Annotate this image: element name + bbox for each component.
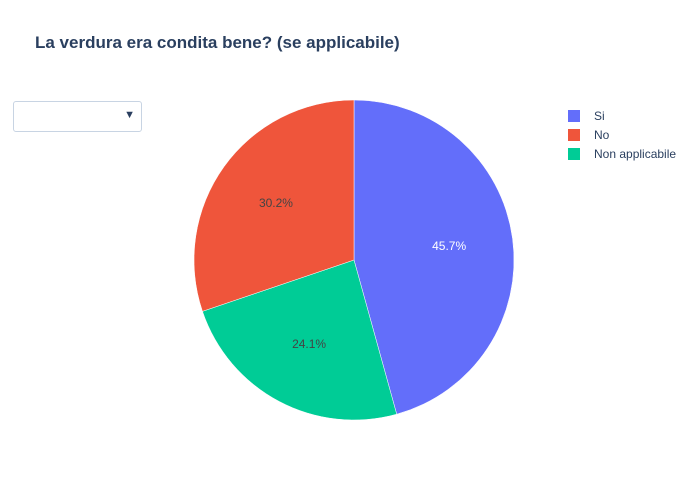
legend-swatch-no xyxy=(568,128,580,141)
filter-dropdown[interactable]: ▼ xyxy=(13,101,142,132)
legend-label-si: Si xyxy=(594,108,605,123)
chevron-down-icon: ▼ xyxy=(124,109,135,121)
legend-item-si[interactable]: Si xyxy=(568,106,676,125)
chart-title: La verdura era condita bene? (se applica… xyxy=(35,33,400,52)
pie-label-si: 45.7% xyxy=(432,239,466,253)
pie-slice-non-applicabile[interactable] xyxy=(202,259,398,421)
legend-item-no[interactable]: No xyxy=(568,125,676,144)
pie-slice-labels: 45.7% 24.1% 30.2% xyxy=(259,196,466,351)
pie-slices xyxy=(193,99,515,421)
legend-label-non-applicabile: Non applicabile xyxy=(594,146,677,161)
legend: Si No Non applicabile xyxy=(568,106,676,163)
pie-label-no: 30.2% xyxy=(259,196,293,210)
legend-item-non-applicabile[interactable]: Non applicabile xyxy=(568,144,676,163)
legend-swatch-non-applicabile xyxy=(568,147,580,160)
pie-slice-si[interactable] xyxy=(353,99,515,415)
pie-slice-no[interactable] xyxy=(193,99,355,312)
legend-label-no: No xyxy=(594,127,610,142)
legend-swatch-si xyxy=(568,109,580,122)
pie-label-non-applicabile: 24.1% xyxy=(292,337,326,351)
